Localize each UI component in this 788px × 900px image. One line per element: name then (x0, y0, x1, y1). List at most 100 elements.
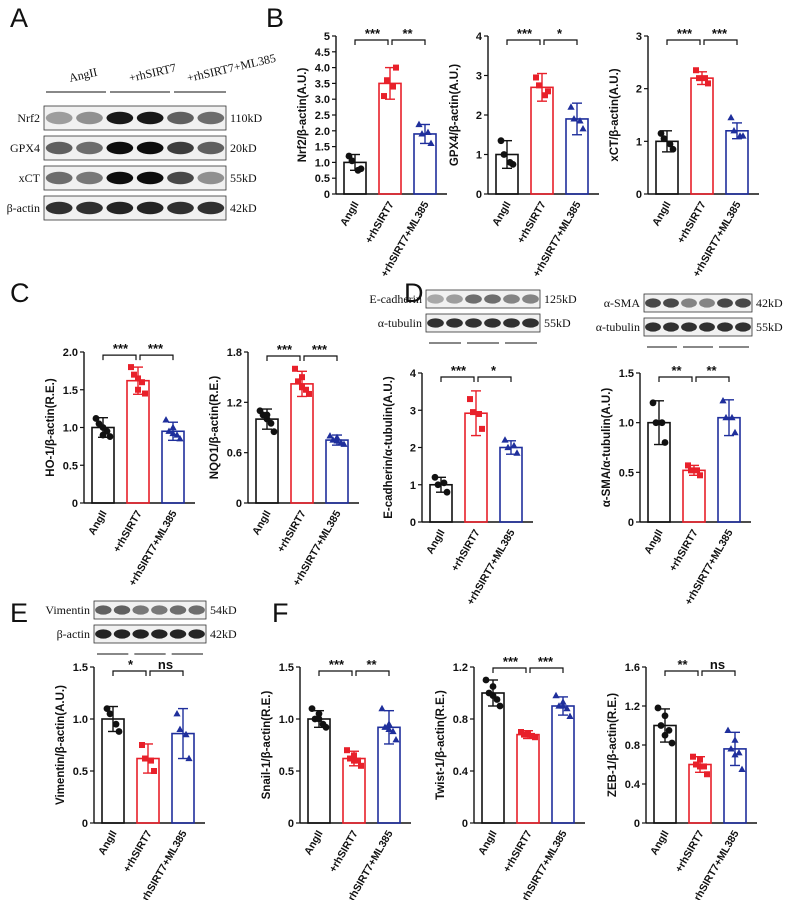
panel-label-a: A (10, 3, 28, 33)
y-axis-label: E-cadherin/α-tubulin(A.U.) (383, 376, 395, 519)
data-point (559, 698, 567, 705)
chart-c1: 0 0.5 1.0 1.5 2.0 HO-1/β-actin(R.E.) AngII +rhS… (45, 341, 195, 588)
bracket-line (664, 670, 699, 676)
y-tick-label: 2 (410, 443, 416, 455)
data-point (299, 384, 305, 391)
x-category-label: +rhSIRT7 (667, 527, 701, 573)
y-tick-label: 0.5 (315, 173, 330, 185)
blot-a-header-ml385: +rhSIRT7+ML385 (186, 51, 278, 85)
data-point (128, 364, 134, 371)
bracket-line (666, 39, 701, 45)
significance-label: ns (710, 657, 725, 672)
data-point (390, 83, 396, 90)
data-point (135, 386, 141, 393)
data-point (697, 472, 703, 479)
data-point (500, 151, 508, 158)
significance-label: ns (158, 657, 173, 672)
blot-protein-label: xCT (19, 171, 41, 185)
data-point (697, 763, 703, 770)
data-point (685, 462, 691, 469)
data-point (348, 157, 356, 165)
data-point (728, 413, 736, 421)
data-point (99, 431, 107, 439)
y-tick-label: 0.4 (453, 766, 469, 778)
blot-band (45, 201, 73, 215)
bracket-line (354, 39, 389, 45)
blot-band (484, 318, 501, 328)
y-tick-label: 3 (410, 405, 416, 417)
x-category-label: AngII (490, 199, 514, 228)
blot-band (446, 294, 463, 304)
significance-bracket: *** (666, 26, 701, 45)
data-point (536, 82, 542, 89)
data-point (173, 710, 181, 717)
data-point (169, 423, 177, 431)
data-point (738, 765, 746, 772)
significance-label: * (557, 26, 563, 41)
bar-1 (378, 82, 402, 195)
significance-label: ** (671, 363, 682, 378)
significance-label: *** (677, 26, 693, 41)
blot-band (197, 171, 225, 185)
data-point (385, 725, 393, 732)
data-point (501, 436, 509, 443)
significance-label: ** (366, 657, 377, 672)
data-point (351, 757, 357, 764)
data-point (434, 481, 442, 489)
data-point (344, 747, 350, 754)
y-tick-label: 2.5 (315, 110, 330, 122)
x-category-label: +rhSIRT7 (501, 828, 535, 874)
data-point (665, 726, 673, 734)
y-tick-label: 1.6 (625, 662, 640, 674)
blot-row-a-1: GPX4 20kD (10, 135, 257, 161)
data-point (701, 763, 707, 770)
blot-size-label: 55kD (230, 171, 257, 185)
blot-band (484, 294, 501, 304)
y-tick-label: 3.5 (315, 78, 330, 90)
data-point (299, 374, 305, 381)
significance-bracket: *** (354, 26, 389, 45)
data-point (384, 77, 390, 84)
data-point (151, 768, 157, 774)
blot-band (197, 201, 225, 215)
data-point (525, 731, 531, 738)
blot-band (503, 318, 520, 328)
bracket-line (139, 354, 174, 361)
bar-2 (161, 430, 185, 504)
data-point (727, 113, 735, 121)
data-point (652, 419, 660, 427)
y-tick-label: 0.8 (453, 714, 468, 726)
bracket-line (440, 376, 475, 382)
blot-size-label: 54kD (210, 603, 237, 617)
data-point (142, 755, 148, 762)
data-point (731, 736, 739, 743)
blot-band (136, 141, 164, 155)
blot-a-header-angii: AngII (68, 65, 99, 85)
data-point (103, 705, 111, 712)
data-point (657, 130, 665, 137)
data-point (576, 117, 584, 124)
bracket-line (529, 667, 564, 673)
y-tick-label: 3.0 (315, 94, 330, 106)
blot-band (699, 298, 715, 308)
blot-protein-label: β-actin (7, 201, 40, 215)
blot-size-label: 20kD (230, 141, 257, 155)
blot-band (503, 294, 520, 304)
significance-label: *** (712, 26, 728, 41)
data-point (661, 439, 669, 446)
x-category-label: AngII (250, 508, 274, 537)
y-tick-label: 4.0 (315, 63, 330, 75)
data-point (92, 415, 100, 422)
blot-band (136, 171, 164, 185)
y-tick-label: 0.4 (625, 779, 641, 791)
y-tick-label: 2 (476, 110, 482, 122)
y-tick-label: 0 (410, 517, 416, 529)
blot-band (76, 141, 103, 155)
blot-protein-label: Nrf2 (17, 111, 40, 125)
significance-label: *** (451, 363, 467, 378)
blot-row-d1-0: E-cadherin 125kD (369, 289, 577, 309)
bar-1 (516, 733, 540, 824)
y-tick-label: 1.5 (619, 368, 634, 380)
data-point (696, 75, 702, 82)
data-point (510, 441, 518, 449)
